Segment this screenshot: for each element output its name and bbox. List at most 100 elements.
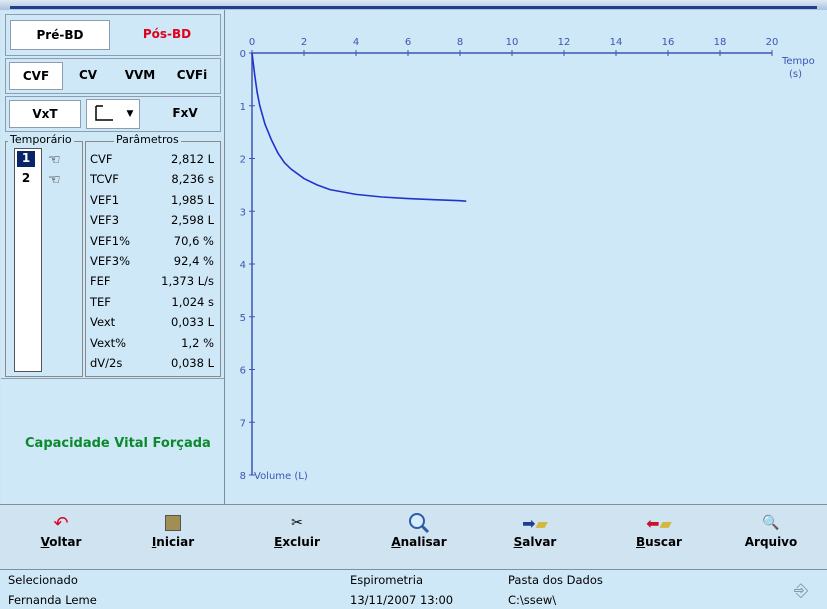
param-value: 1,2 %	[181, 335, 214, 350]
list-item-label: 2	[21, 171, 31, 185]
voltar-button[interactable]: ↶ Voltar	[16, 511, 106, 565]
y-tick-label: 1	[240, 102, 246, 113]
iniciar-label: niciar	[156, 535, 195, 549]
separator	[1, 378, 224, 379]
tab-cvfi-label: CVFi	[176, 68, 208, 82]
buscar-button[interactable]: ⬅▰ Buscar	[614, 511, 704, 565]
open-folder-icon: ⬅▰	[646, 513, 672, 533]
voltar-underline: V	[40, 535, 50, 549]
x-tick-label: 12	[558, 37, 571, 48]
x-tick-label: 4	[353, 37, 359, 48]
y-tick-label: 2	[240, 155, 246, 166]
temporario-label: Temporário	[8, 133, 74, 146]
magnifier-icon	[409, 513, 430, 534]
x-tick-label: 14	[610, 37, 623, 48]
param-row: Vext 0,033 L	[90, 315, 214, 332]
param-row: CVF 2,812 L	[90, 152, 214, 169]
x-tick-label: 16	[662, 37, 675, 48]
temporario-group: Temporário 1 2 ☜ ☜	[5, 133, 83, 377]
tab-vxt[interactable]: VxT	[9, 100, 81, 128]
param-row: VEF1% 70,6 %	[90, 234, 214, 251]
tab-cv[interactable]: CV	[64, 62, 112, 88]
chart-svg: 0 2 4 6 8 10 12 14 16 18 20012345678Tempo(s)Volume…	[240, 37, 815, 482]
param-row: TCVF 8,236 s	[90, 172, 214, 189]
tab-vvm[interactable]: VVM	[114, 62, 166, 88]
tab-vvm-label: VVM	[124, 68, 156, 82]
param-row: VEF1 1,985 L	[90, 193, 214, 210]
left-panel: Pré-BD Pós-BD CVF CV VVM CVFi VxT ▼ FxV …	[1, 10, 225, 504]
folder-label: Pasta dos Dados	[508, 573, 603, 587]
y-tick-label: 8	[240, 471, 246, 482]
analisar-button[interactable]: Analisar	[374, 511, 464, 565]
exit-icon[interactable]: ⎆	[794, 580, 809, 601]
param-value: 8,236 s	[171, 172, 214, 187]
param-name: TCVF	[90, 172, 119, 187]
salvar-underline: S	[513, 535, 523, 549]
param-name: Vext	[90, 315, 116, 330]
param-value: 92,4 %	[173, 254, 214, 268]
param-name: VEF1%	[90, 233, 130, 248]
tab-pos-bd[interactable]: Pós-BD	[118, 20, 216, 48]
test-type-group: CVF CV VVM CVFi	[5, 58, 221, 94]
x-tick-label: 8	[457, 37, 463, 48]
param-name: VEF3%	[90, 254, 130, 268]
list-item-2[interactable]: 2	[17, 171, 35, 187]
arquivo-label: Arquivo	[744, 535, 798, 549]
y-axis-label: Volume (L)	[254, 471, 308, 482]
window-title-bar	[0, 0, 827, 10]
analisar-label: nalisar	[400, 535, 447, 549]
x-tick-label: 0	[249, 37, 255, 48]
y-tick-label: 0	[240, 49, 246, 60]
temporario-list[interactable]: 1 2	[14, 148, 42, 372]
voltar-label: oltar	[49, 535, 82, 549]
salvar-label: alvar	[522, 535, 557, 549]
y-tick-label: 4	[240, 260, 246, 271]
tab-cvfi[interactable]: CVFi	[166, 62, 218, 88]
param-name: CVF	[90, 152, 113, 166]
param-row: VEF3% 92,4 %	[90, 254, 214, 271]
bottom-toolbar: ↶ Voltar Iniciar ✂ Excluir Analisar ➡▰ S…	[0, 504, 827, 569]
list-item-label: 1	[21, 151, 31, 165]
param-row: FEF 1,373 L/s	[90, 274, 214, 291]
curve-style-dropdown[interactable]: ▼	[86, 99, 140, 129]
arquivo-button[interactable]: 🔍 Arquivo	[726, 511, 816, 565]
param-value: 1,373 L/s	[161, 274, 214, 289]
salvar-button[interactable]: ➡▰ Salvar	[490, 511, 580, 565]
iniciar-button[interactable]: Iniciar	[128, 511, 218, 565]
excluir-button[interactable]: ✂ Excluir	[252, 511, 342, 565]
tab-pre-bd[interactable]: Pré-BD	[10, 20, 110, 50]
param-row: Vext% 1,2 %	[90, 336, 214, 353]
volume-time-chart: 0 2 4 6 8 10 12 14 16 18 20 0 1 2 3 4 5 6 7 8 Tempo (s) Volume…	[226, 10, 827, 504]
folder-path: C:\ssew\	[508, 593, 557, 607]
param-name: VEF1	[90, 192, 120, 207]
exam-datetime: 13/11/2007 13:00	[350, 593, 454, 607]
x-axis-label: Tempo	[781, 56, 815, 67]
curve-step-icon	[94, 105, 113, 121]
y-tick-label: 5	[240, 313, 246, 324]
param-value: 2,812 L	[171, 152, 214, 166]
analisar-underline: A	[391, 535, 401, 549]
tab-cvf[interactable]: CVF	[9, 62, 63, 90]
param-row: TEF 1,024 s	[90, 295, 214, 312]
tab-cvf-label: CVF	[22, 69, 50, 83]
pointing-hand-icon: ☜	[48, 172, 61, 188]
tab-fxv[interactable]: FxV	[156, 100, 214, 126]
volume-curve	[251, 52, 467, 203]
param-name: FEF	[90, 274, 111, 289]
save-folder-icon: ➡▰	[522, 513, 548, 533]
param-value: 1,985 L	[171, 192, 214, 207]
y-tick-label: 7	[240, 418, 246, 429]
tab-pos-bd-label: Pós-BD	[142, 27, 192, 41]
tab-pre-bd-label: Pré-BD	[36, 28, 84, 42]
x-tick-label: 6	[405, 37, 411, 48]
buscar-label: uscar	[645, 535, 682, 549]
param-value: 0,038 L	[171, 356, 214, 370]
chevron-down-icon: ▼	[126, 109, 134, 119]
patient-name: Fernanda Leme	[8, 593, 97, 607]
delete-icon: ✂	[291, 515, 303, 531]
tab-vxt-label: VxT	[32, 107, 58, 121]
stop-square-icon	[165, 515, 181, 531]
param-name: Vext%	[90, 335, 127, 350]
iniciar-underline: I	[151, 535, 157, 549]
list-item-1[interactable]: 1	[17, 151, 35, 167]
